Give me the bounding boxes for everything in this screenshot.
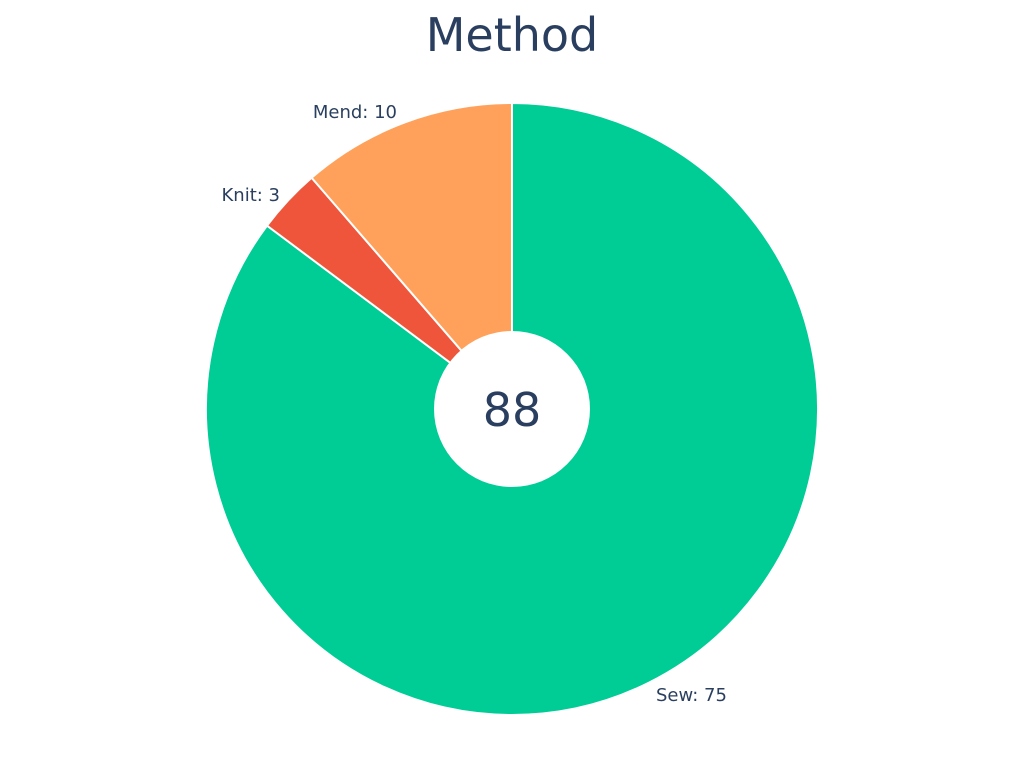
center-total: 88 — [483, 383, 542, 437]
slice-label-mend: Mend: 10 — [313, 102, 397, 123]
slice-labels: Sew: 75 Knit: 3 Mend: 10 — [221, 102, 726, 706]
donut-hole — [434, 331, 590, 487]
slice-label-knit: Knit: 3 — [221, 185, 280, 206]
slice-label-sew: Sew: 75 — [656, 685, 727, 706]
pie-slice-mend[interactable] — [310, 101, 513, 412]
chart-title: Method — [426, 8, 599, 62]
